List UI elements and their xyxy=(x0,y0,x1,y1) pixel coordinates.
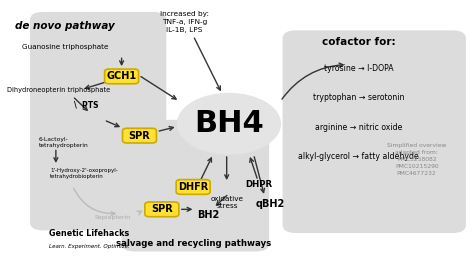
Text: arginine → nitric oxide: arginine → nitric oxide xyxy=(315,123,402,132)
Text: 1'-Hydroxy-2'-oxopropyl-
tetrahydrobiopterin: 1'-Hydroxy-2'-oxopropyl- tetrahydrobiopt… xyxy=(50,168,118,179)
Text: tryptophan → serotonin: tryptophan → serotonin xyxy=(313,93,404,102)
Text: SPR: SPR xyxy=(128,131,150,141)
Text: salvage and recycling pathways: salvage and recycling pathways xyxy=(116,239,271,248)
Text: 6-Lactoyl-
tetrahydropterin: 6-Lactoyl- tetrahydropterin xyxy=(39,137,89,148)
Text: de novo pathway: de novo pathway xyxy=(15,21,115,31)
FancyBboxPatch shape xyxy=(122,120,269,251)
Text: tyrosine → l-DOPA: tyrosine → l-DOPA xyxy=(324,64,393,73)
Text: BH2: BH2 xyxy=(197,210,219,220)
Text: DHPR: DHPR xyxy=(246,180,273,189)
Text: Simplified overview
adapted from:
PMC3258082
PMC10215290
PMC4677232: Simplified overview adapted from: PMC325… xyxy=(387,143,447,176)
FancyBboxPatch shape xyxy=(176,180,210,194)
Text: cofactor for:: cofactor for: xyxy=(322,37,395,47)
Text: DHFR: DHFR xyxy=(178,182,208,192)
FancyBboxPatch shape xyxy=(122,128,156,143)
FancyBboxPatch shape xyxy=(30,12,166,230)
Text: qBH2: qBH2 xyxy=(256,198,285,209)
Text: Learn. Experiment. Optimize.: Learn. Experiment. Optimize. xyxy=(49,244,129,249)
Circle shape xyxy=(177,94,280,154)
Text: Genetic Lifehacks: Genetic Lifehacks xyxy=(49,229,129,238)
FancyBboxPatch shape xyxy=(283,30,466,233)
Text: oxidative
stress: oxidative stress xyxy=(211,196,244,209)
Text: SPR: SPR xyxy=(151,204,173,214)
Text: increased by:
TNF-a, IFN-g
IL-1B, LPS: increased by: TNF-a, IFN-g IL-1B, LPS xyxy=(160,11,209,33)
FancyBboxPatch shape xyxy=(105,69,138,84)
Text: Guanosine triphosphate: Guanosine triphosphate xyxy=(21,44,108,51)
Text: \  PTS: \ PTS xyxy=(74,101,98,110)
FancyBboxPatch shape xyxy=(145,202,179,217)
Text: Sepiapterin: Sepiapterin xyxy=(95,215,131,220)
Text: Dihydroneopterin triphosphate: Dihydroneopterin triphosphate xyxy=(8,86,110,93)
Text: GCH1: GCH1 xyxy=(107,71,137,81)
Text: BH4: BH4 xyxy=(194,109,264,138)
Text: alkyl-glycerol → fatty aldehyde: alkyl-glycerol → fatty aldehyde xyxy=(298,152,419,161)
